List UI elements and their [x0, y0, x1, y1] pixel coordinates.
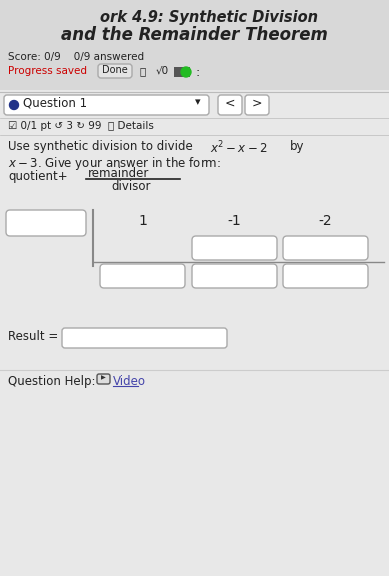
Text: by: by	[290, 140, 305, 153]
Text: -2: -2	[319, 214, 332, 228]
FancyBboxPatch shape	[97, 374, 110, 384]
Text: ▶: ▶	[101, 375, 105, 380]
Text: Progress saved: Progress saved	[8, 66, 87, 76]
Text: Question Help:: Question Help:	[8, 375, 96, 388]
Text: ork 4.9: Synthetic Division: ork 4.9: Synthetic Division	[100, 10, 319, 25]
Text: 1: 1	[138, 214, 147, 228]
Text: quotient+: quotient+	[8, 170, 68, 183]
Text: ☑ 0/1 pt ↺ 3 ↻ 99  ⓘ Details: ☑ 0/1 pt ↺ 3 ↻ 99 ⓘ Details	[8, 121, 154, 131]
FancyBboxPatch shape	[245, 95, 269, 115]
Text: $x - 3$. Give your answer in the form:: $x - 3$. Give your answer in the form:	[8, 155, 221, 172]
Text: ▾: ▾	[195, 97, 201, 107]
Text: :: :	[196, 66, 200, 79]
FancyBboxPatch shape	[62, 328, 227, 348]
Text: Result =: Result =	[8, 330, 58, 343]
Text: Done: Done	[102, 65, 128, 75]
FancyBboxPatch shape	[218, 95, 242, 115]
Circle shape	[181, 67, 191, 77]
Text: divisor: divisor	[111, 180, 151, 193]
Text: -1: -1	[228, 214, 242, 228]
Text: and the Remainder Theorem: and the Remainder Theorem	[61, 26, 328, 44]
Bar	[0, 0, 389, 90]
Text: Use synthetic division to divide: Use synthetic division to divide	[8, 140, 196, 153]
Text: remainder: remainder	[88, 167, 149, 180]
FancyBboxPatch shape	[192, 236, 277, 260]
FancyBboxPatch shape	[98, 64, 132, 78]
Text: Video: Video	[113, 375, 146, 388]
Text: $x^2 - x - 2$: $x^2 - x - 2$	[210, 140, 268, 157]
FancyBboxPatch shape	[6, 210, 86, 236]
FancyBboxPatch shape	[4, 95, 209, 115]
Text: >: >	[252, 97, 262, 110]
Text: ⎙: ⎙	[140, 66, 146, 76]
Text: Question 1: Question 1	[23, 96, 87, 109]
Circle shape	[9, 100, 19, 109]
FancyBboxPatch shape	[283, 236, 368, 260]
FancyBboxPatch shape	[283, 264, 368, 288]
Text: <: <	[225, 97, 235, 110]
FancyBboxPatch shape	[100, 264, 185, 288]
FancyBboxPatch shape	[192, 264, 277, 288]
Text: √0: √0	[156, 66, 169, 76]
Bar	[174, 67, 190, 77]
Text: Score: 0/9    0/9 answered: Score: 0/9 0/9 answered	[8, 52, 144, 62]
